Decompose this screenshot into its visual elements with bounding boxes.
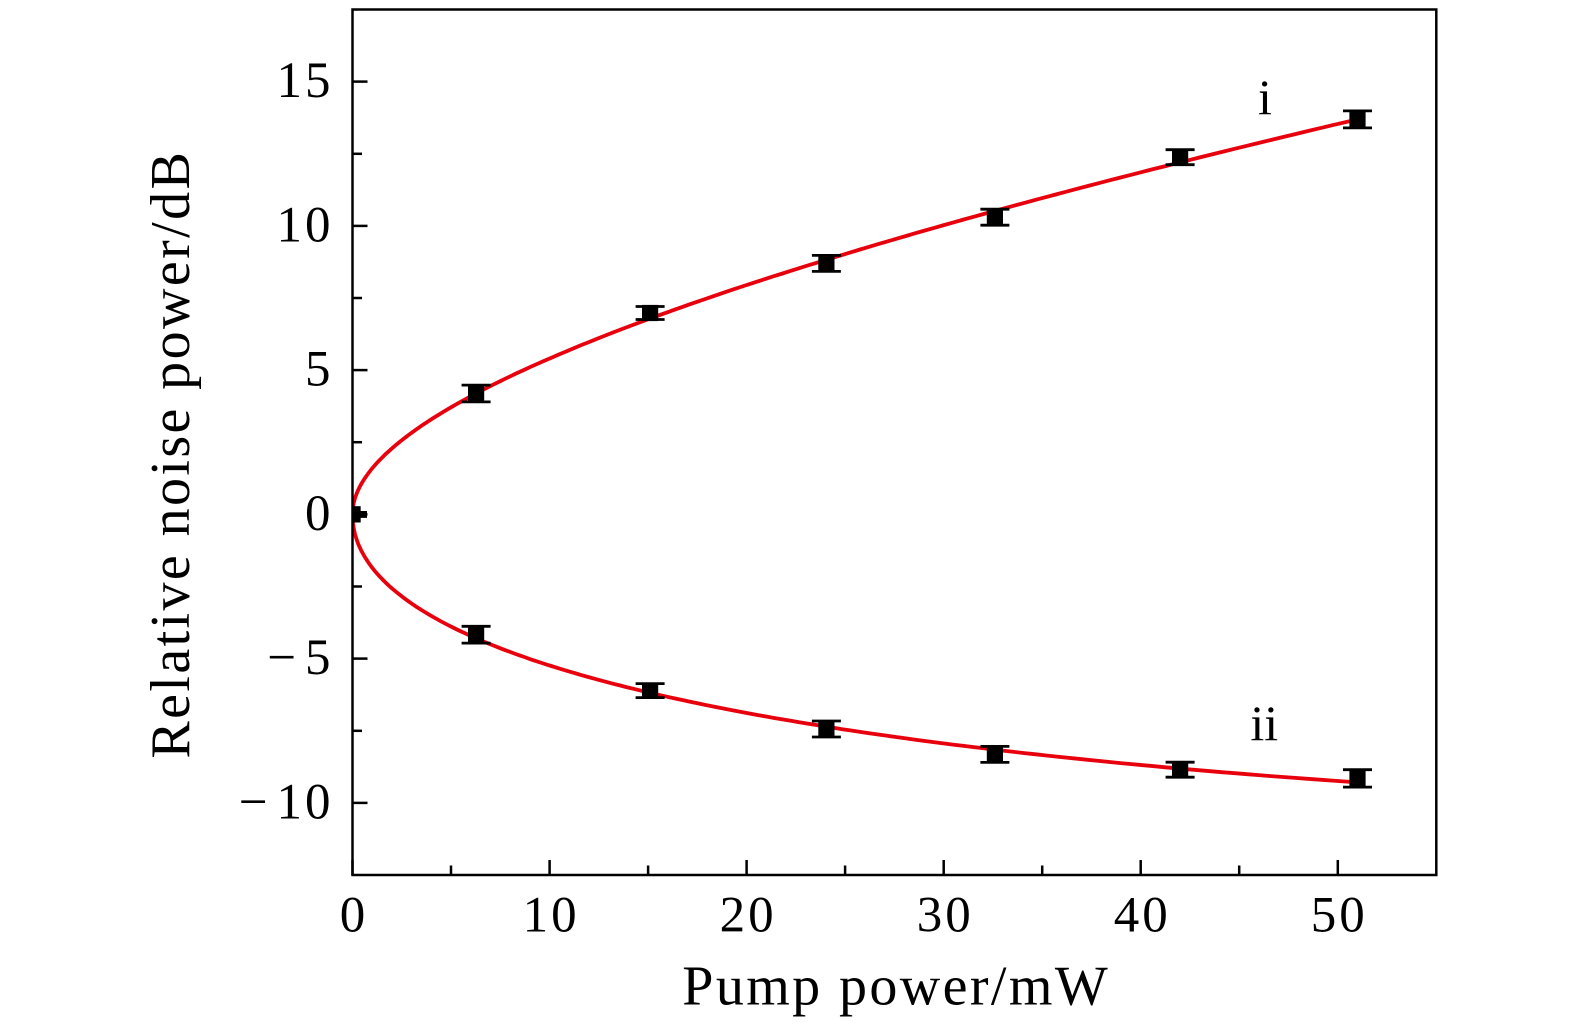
- svg-text:0: 0: [340, 888, 369, 944]
- svg-text:50: 50: [1311, 888, 1368, 944]
- svg-text:30: 30: [917, 888, 974, 944]
- svg-text:0: 0: [305, 486, 334, 542]
- svg-text:Relative noise power/dB: Relative noise power/dB: [140, 150, 202, 759]
- svg-text:−10: −10: [239, 774, 334, 830]
- svg-text:i: i: [1258, 69, 1272, 125]
- svg-text:40: 40: [1114, 888, 1171, 944]
- svg-text:ii: ii: [1250, 695, 1278, 751]
- svg-text:15: 15: [277, 53, 334, 109]
- svg-text:Pump power/mW: Pump power/mW: [682, 955, 1110, 1017]
- svg-text:−5: −5: [267, 630, 333, 686]
- svg-text:5: 5: [305, 342, 334, 398]
- svg-text:10: 10: [523, 888, 580, 944]
- svg-text:20: 20: [720, 888, 777, 944]
- svg-text:10: 10: [277, 197, 334, 253]
